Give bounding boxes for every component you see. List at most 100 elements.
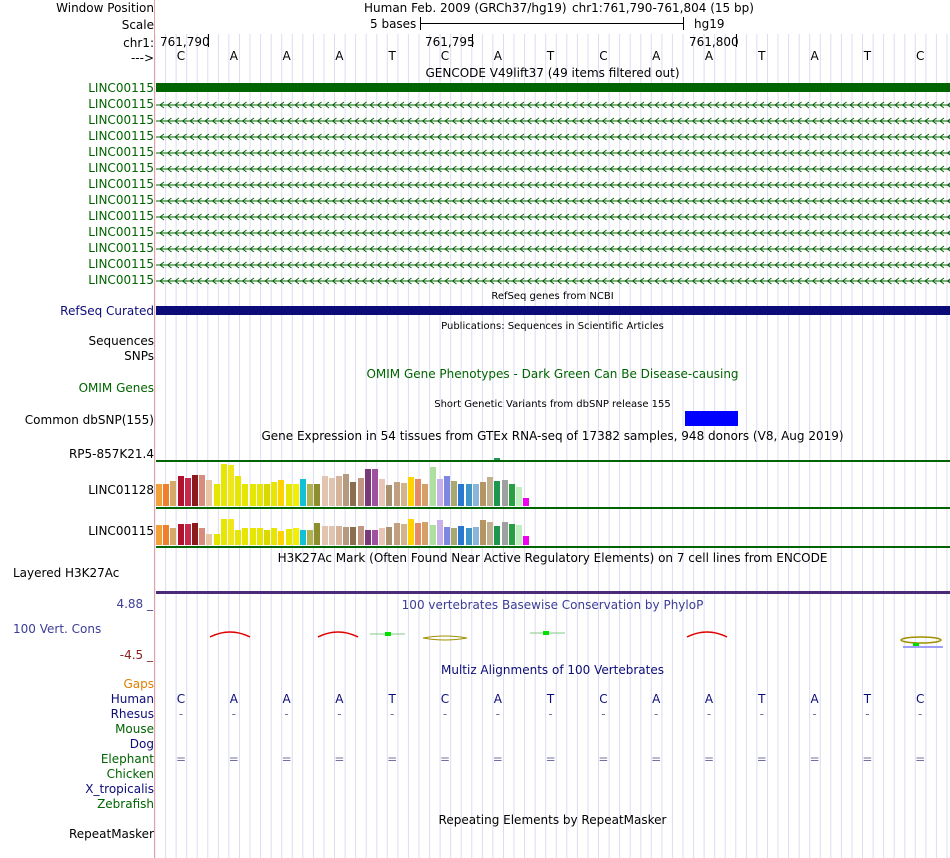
dbsnp-title[interactable]: Short Genetic Variants from dbSNP releas… bbox=[434, 399, 671, 410]
gencode-gene-label[interactable]: LINC00115 bbox=[88, 177, 154, 191]
gtex-tissue-bar[interactable] bbox=[206, 480, 213, 506]
species-dog[interactable]: Dog bbox=[129, 737, 154, 751]
gencode-intron-line[interactable] bbox=[156, 131, 950, 143]
gtex-tissue-bar[interactable] bbox=[429, 525, 436, 545]
gtex-tissue-bar[interactable] bbox=[213, 484, 220, 506]
gtex-tissue-bar[interactable] bbox=[242, 528, 249, 545]
gtex-tissue-bar[interactable] bbox=[278, 531, 285, 545]
species-rhesus[interactable]: Rhesus bbox=[110, 707, 154, 721]
snp-marker[interactable] bbox=[685, 411, 738, 426]
gencode-intron-line[interactable] bbox=[156, 227, 950, 239]
refseq-title[interactable]: RefSeq genes from NCBI bbox=[491, 291, 614, 302]
gtex-tissue-bar[interactable] bbox=[271, 528, 278, 545]
gtex-tissue-bar[interactable] bbox=[436, 520, 443, 545]
gtex-tissue-bar[interactable] bbox=[372, 530, 378, 545]
gtex-tissue-bar[interactable] bbox=[170, 528, 177, 545]
gtex-tissue-bar[interactable] bbox=[235, 530, 242, 545]
gtex-tissue-bar[interactable] bbox=[465, 484, 472, 506]
gtex-tissue-bar[interactable] bbox=[480, 520, 486, 545]
gtex-gene-linc01128[interactable]: LINC01128 bbox=[88, 483, 154, 497]
species-zebrafish[interactable]: Zebrafish bbox=[97, 797, 154, 811]
gtex-tissue-bar[interactable] bbox=[451, 481, 458, 506]
gtex-tissue-bar[interactable] bbox=[508, 484, 515, 506]
gencode-gene-label[interactable]: LINC00115 bbox=[88, 273, 154, 287]
conservation-track[interactable] bbox=[155, 622, 950, 652]
gtex-gene-rp5[interactable]: RP5-857K21.4 bbox=[68, 447, 154, 461]
gtex-tissue-bar[interactable] bbox=[307, 484, 314, 506]
gtex-tissue-bar[interactable] bbox=[199, 528, 206, 545]
gtex-tissue-bar[interactable] bbox=[487, 522, 494, 545]
gtex-tissue-bar[interactable] bbox=[177, 524, 184, 545]
gtex-tissue-bar[interactable] bbox=[458, 526, 465, 545]
gtex-tissue-bar[interactable] bbox=[408, 477, 414, 506]
gtex-tissue-bar[interactable] bbox=[350, 527, 357, 545]
gaps-label[interactable]: Gaps bbox=[123, 677, 154, 691]
gencode-gene-label[interactable]: LINC00115 bbox=[88, 193, 154, 207]
gtex-tissue-bar[interactable] bbox=[228, 519, 234, 545]
gtex-tissue-bar[interactable] bbox=[163, 484, 170, 506]
gtex-tissue-bar[interactable] bbox=[451, 528, 458, 545]
gencode-gene-label[interactable]: LINC00115 bbox=[88, 241, 154, 255]
gtex-tissue-bar[interactable] bbox=[343, 474, 350, 506]
publications-title[interactable]: Publications: Sequences in Scientific Ar… bbox=[441, 321, 664, 332]
gtex-tissue-bar[interactable] bbox=[336, 476, 342, 506]
gtex-tissue-bar[interactable] bbox=[436, 479, 443, 506]
gtex-tissue-bar[interactable] bbox=[307, 530, 314, 545]
h3k27ac-title[interactable]: H3K27Ac Mark (Often Found Near Active Re… bbox=[277, 551, 828, 565]
gtex-tissue-bar[interactable] bbox=[220, 519, 227, 545]
gtex-tissue-bar[interactable] bbox=[516, 487, 522, 506]
gtex-title[interactable]: Gene Expression in 54 tissues from GTEx … bbox=[261, 429, 844, 443]
gtex-tissue-bar[interactable] bbox=[184, 524, 191, 545]
gtex-tissue-bar[interactable] bbox=[422, 522, 429, 545]
gtex-tissue-bar[interactable] bbox=[386, 485, 393, 506]
gtex-tissue-bar[interactable] bbox=[523, 536, 530, 545]
gtex-tissue-bar[interactable] bbox=[278, 480, 285, 506]
gtex-tissue-bar[interactable] bbox=[170, 481, 177, 506]
gtex-tissue-bar[interactable] bbox=[393, 482, 400, 506]
repeatmasker-title[interactable]: Repeating Elements by RepeatMasker bbox=[438, 813, 667, 827]
multiz-title[interactable]: Multiz Alignments of 100 Vertebrates bbox=[440, 663, 665, 677]
gtex-tissue-bar[interactable] bbox=[386, 527, 393, 545]
gtex-tissue-bar[interactable] bbox=[472, 527, 479, 545]
omim-title[interactable]: OMIM Gene Phenotypes - Dark Green Can Be… bbox=[366, 367, 739, 381]
gtex-tissue-bar[interactable] bbox=[357, 478, 364, 506]
species-mouse[interactable]: Mouse bbox=[115, 722, 154, 736]
gtex-tissue-bar[interactable] bbox=[184, 478, 191, 506]
gtex-tissue-bar[interactable] bbox=[328, 478, 335, 506]
gtex-tissue-bar[interactable] bbox=[264, 530, 270, 545]
gtex-tissue-bar[interactable] bbox=[422, 484, 429, 506]
gtex-bars-rp5[interactable] bbox=[156, 446, 536, 460]
gtex-tissue-bar[interactable] bbox=[379, 479, 386, 506]
gencode-intron-line[interactable] bbox=[156, 163, 950, 175]
gtex-tissue-bar[interactable] bbox=[444, 476, 450, 506]
repeatmasker-label[interactable]: RepeatMasker bbox=[68, 827, 154, 841]
gencode-intron-line[interactable] bbox=[156, 259, 950, 271]
gencode-intron-line[interactable] bbox=[156, 211, 950, 223]
gtex-tissue-bar[interactable] bbox=[199, 475, 206, 506]
gtex-tissue-bar[interactable] bbox=[494, 481, 501, 506]
gtex-gene-linc00115[interactable]: LINC00115 bbox=[88, 524, 154, 538]
species-x-tropicalis[interactable]: X_tropicalis bbox=[85, 782, 154, 796]
gtex-tissue-bar[interactable] bbox=[350, 482, 357, 506]
gtex-tissue-bar[interactable] bbox=[408, 519, 414, 545]
dbsnp-label[interactable]: Common dbSNP(155) bbox=[24, 413, 154, 427]
gencode-gene-label[interactable]: LINC00115 bbox=[88, 97, 154, 111]
gtex-tissue-bar[interactable] bbox=[256, 528, 263, 545]
sequences-label[interactable]: Sequences bbox=[88, 334, 154, 348]
gtex-tissue-bar[interactable] bbox=[379, 528, 386, 545]
species-chicken[interactable]: Chicken bbox=[106, 767, 154, 781]
gencode-gene-label[interactable]: LINC00115 bbox=[88, 225, 154, 239]
species-human[interactable]: Human bbox=[110, 692, 154, 706]
species-elephant[interactable]: Elephant bbox=[100, 752, 154, 766]
gtex-tissue-bar[interactable] bbox=[285, 484, 292, 506]
gtex-tissue-bar[interactable] bbox=[336, 526, 342, 545]
gtex-tissue-bar[interactable] bbox=[321, 476, 328, 506]
gtex-tissue-bar[interactable] bbox=[393, 523, 400, 545]
gtex-tissue-bar[interactable] bbox=[220, 464, 227, 506]
gencode-gene-label[interactable]: LINC00115 bbox=[88, 129, 154, 143]
gtex-tissue-bar[interactable] bbox=[206, 534, 213, 545]
gtex-tissue-bar[interactable] bbox=[192, 523, 198, 545]
gtex-tissue-bar[interactable] bbox=[292, 528, 299, 545]
gtex-tissue-bar[interactable] bbox=[177, 476, 184, 506]
gtex-tissue-bar[interactable] bbox=[357, 526, 364, 545]
